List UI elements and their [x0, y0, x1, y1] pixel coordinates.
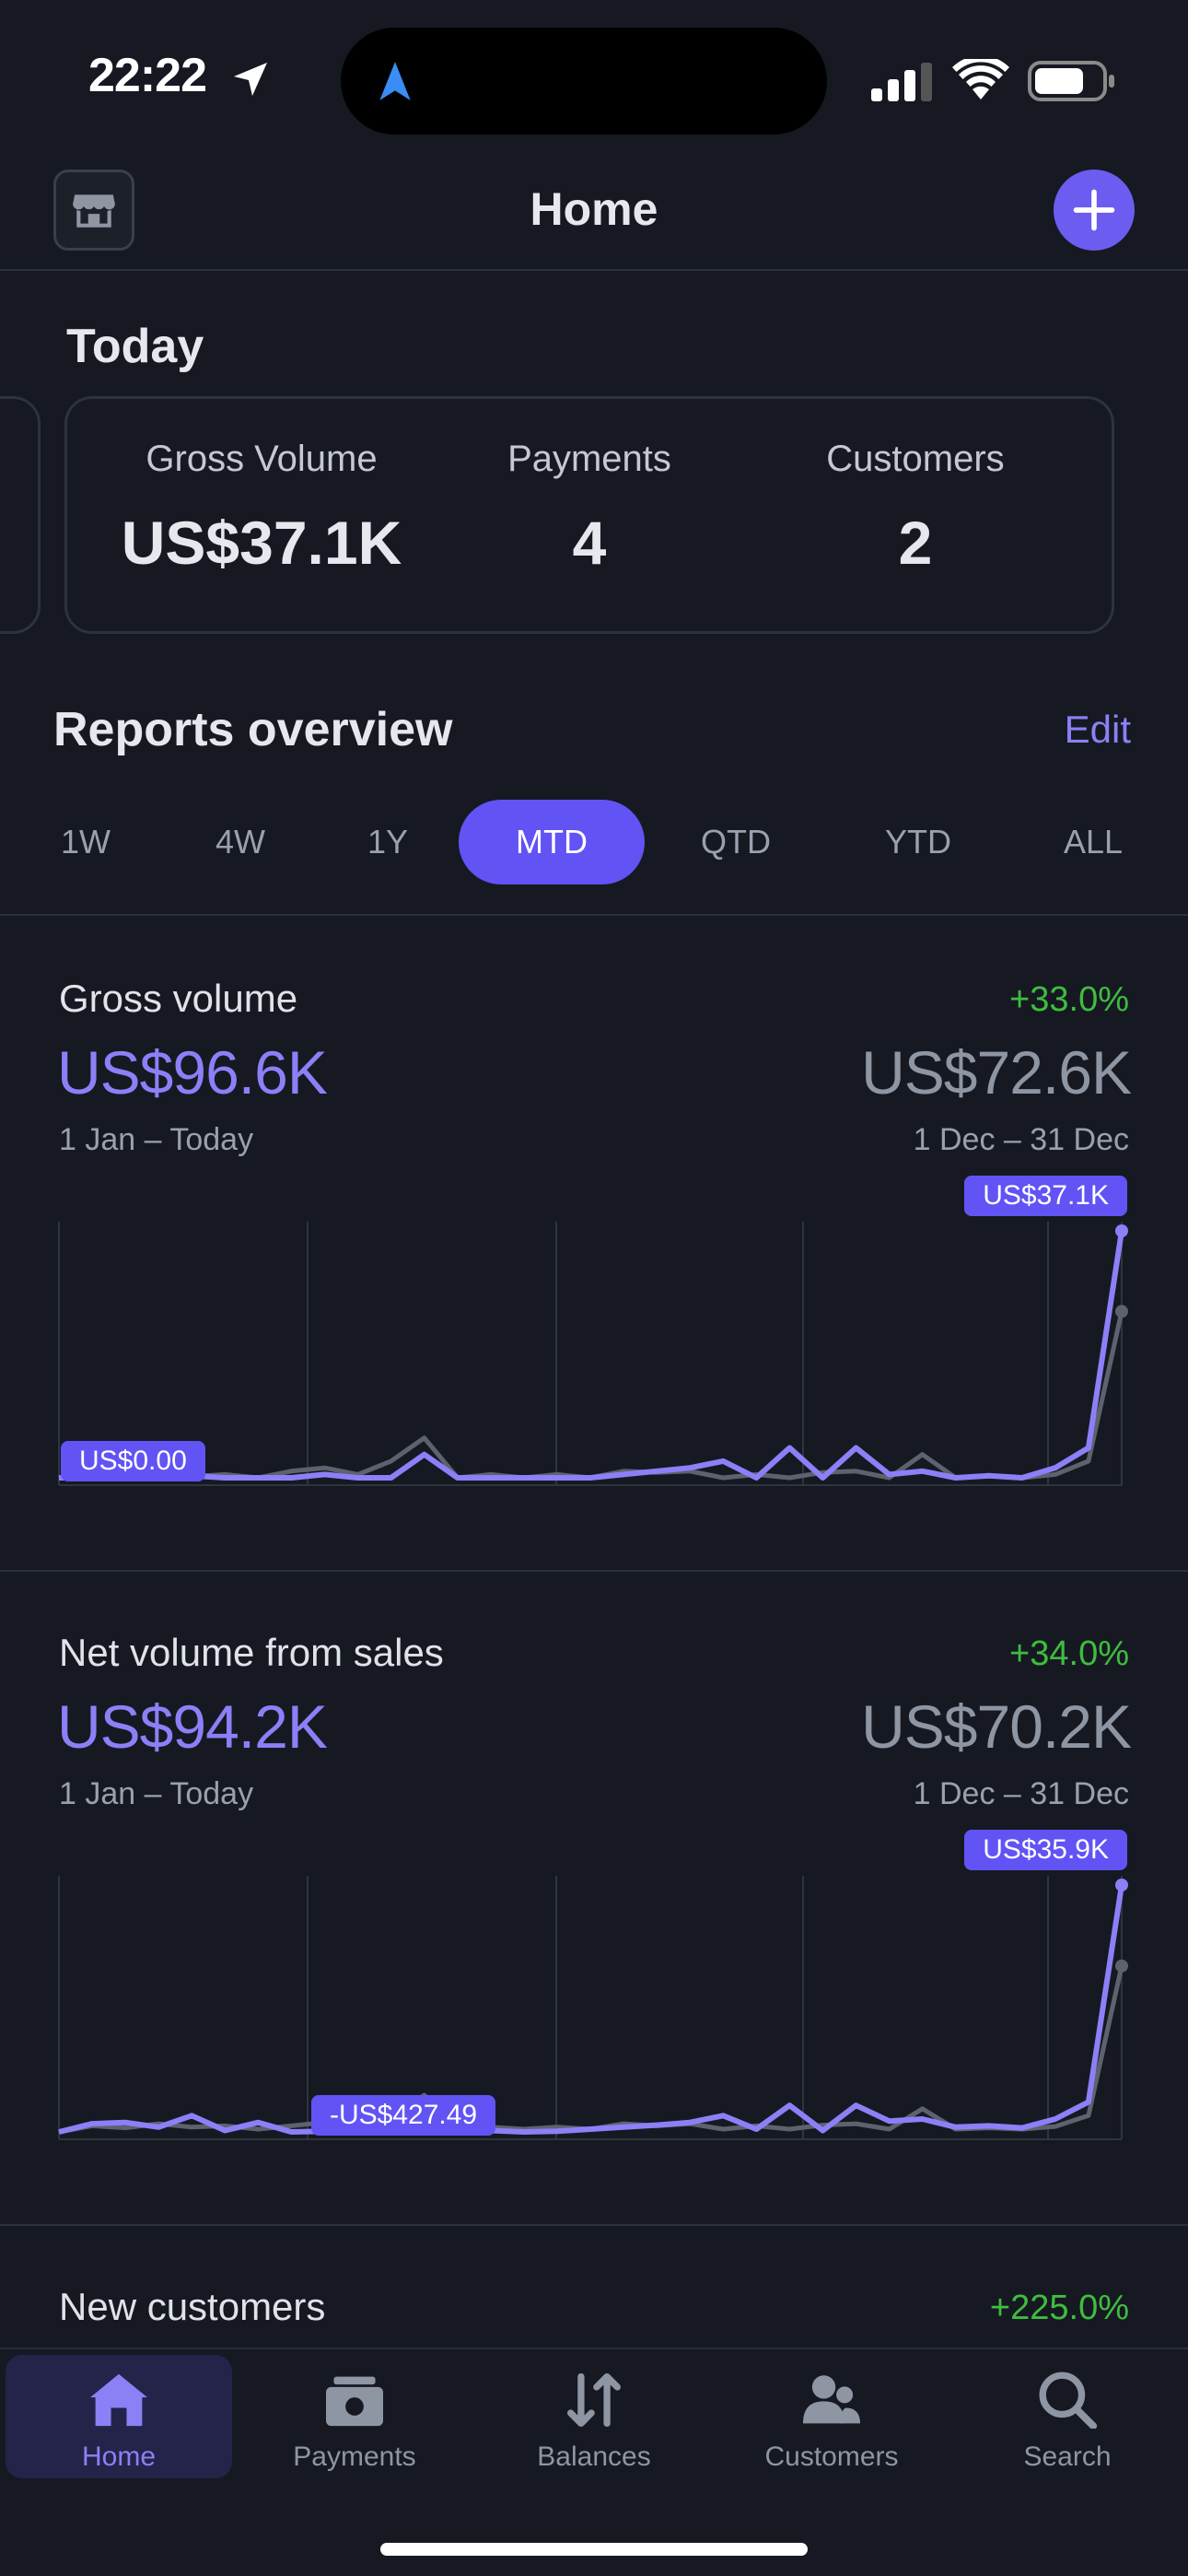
period-tab-qtd[interactable]: QTD — [701, 823, 771, 861]
new-customers-label: New customers — [59, 2285, 326, 2328]
period-tab-4w[interactable]: 4W — [215, 823, 265, 861]
tab-label: Payments — [293, 2441, 416, 2472]
current-period-end-point — [1115, 1879, 1128, 1891]
period-tab-ytd[interactable]: YTD — [885, 823, 951, 861]
balances-icon — [566, 2372, 622, 2428]
previous-period-end-point — [1115, 1959, 1128, 1973]
current-period-line — [58, 1884, 1124, 2135]
gross-volume-prev-value: US$72.6K — [861, 1038, 1132, 1107]
dynamic-island — [341, 28, 827, 135]
location-arrow-icon — [234, 63, 267, 96]
previous-period-line — [58, 1965, 1124, 2135]
gross-volume-label: Gross volume — [59, 977, 298, 1020]
home-indicator — [380, 2543, 808, 2556]
gross-volume-change: +33.0% — [1009, 980, 1129, 1019]
metric-value: US$37.1K — [121, 509, 402, 577]
net-volume-change: +34.0% — [1009, 1634, 1129, 1673]
metric-label: Customers — [826, 439, 1005, 479]
status-time: 22:22 — [88, 49, 207, 102]
metric-customers: Customers 2 — [740, 439, 1090, 578]
period-tab-1w[interactable]: 1W — [61, 823, 111, 861]
reports-title: Reports overview — [53, 703, 453, 756]
metric-label: Gross Volume — [146, 439, 378, 479]
metric-label: Payments — [507, 439, 671, 479]
today-title: Today — [66, 320, 204, 373]
tab-label: Search — [1023, 2441, 1112, 2472]
tab-customers[interactable]: Customers — [718, 2355, 945, 2478]
add-button[interactable] — [1054, 170, 1135, 251]
gross-volume-value: US$96.6K — [57, 1038, 328, 1107]
navigation-app-icon — [379, 62, 411, 100]
metric-gross-volume: Gross Volume US$37.1K — [87, 439, 437, 578]
metric-payments: Payments 4 — [414, 439, 764, 578]
payments-icon — [326, 2376, 383, 2427]
period-tab-mtd[interactable]: MTD — [459, 800, 645, 884]
net-volume-prev-range: 1 Dec – 31 Dec — [913, 1776, 1129, 1811]
battery-icon — [1028, 61, 1114, 101]
cellular-signal-icon — [871, 63, 932, 101]
gross-volume-range: 1 Jan – Today — [59, 1122, 254, 1157]
net-volume-label: Net volume from sales — [59, 1631, 444, 1674]
new-customers-change: +225.0% — [989, 2289, 1129, 2327]
tab-home[interactable]: Home — [6, 2355, 232, 2478]
header-divider — [0, 269, 1188, 271]
gross-volume-min-chip: US$0.00 — [61, 1441, 205, 1481]
account-switcher-button[interactable] — [53, 170, 134, 251]
plus-icon — [1073, 189, 1115, 231]
net-volume-value: US$94.2K — [57, 1692, 328, 1761]
current-period-end-point — [1115, 1224, 1128, 1237]
gross-volume-max-chip: US$37.1K — [964, 1176, 1127, 1216]
previous-summary-card[interactable] — [0, 396, 41, 634]
tab-label: Home — [81, 2441, 157, 2472]
net-volume-chart[interactable] — [0, 1867, 1188, 2152]
metric-value: 2 — [898, 509, 933, 577]
gross-volume-chart[interactable] — [0, 1212, 1188, 1498]
net-volume-range: 1 Jan – Today — [59, 1776, 254, 1811]
net-volume-prev-value: US$70.2K — [861, 1692, 1132, 1761]
net-volume-min-chip: -US$427.49 — [311, 2095, 496, 2136]
current-period-line — [59, 1230, 1124, 1481]
customers-icon — [803, 2375, 860, 2424]
edit-reports-link[interactable]: Edit — [1064, 708, 1131, 751]
previous-period-line — [58, 1310, 1124, 1481]
period-tab-all[interactable]: ALL — [1063, 823, 1124, 861]
net-volume-max-chip: US$35.9K — [964, 1830, 1127, 1870]
gross-volume-prev-range: 1 Dec – 31 Dec — [913, 1122, 1129, 1157]
reports-divider — [0, 914, 1188, 916]
previous-period-end-point — [1115, 1305, 1128, 1318]
page-title: Home — [530, 183, 658, 235]
tab-search[interactable]: Search — [954, 2355, 1181, 2478]
home-icon — [90, 2373, 147, 2427]
wifi-icon — [952, 59, 1009, 100]
tab-label: Customers — [764, 2441, 899, 2472]
search-icon — [1039, 2371, 1098, 2429]
store-icon — [73, 194, 115, 228]
tab-payments[interactable]: Payments — [241, 2355, 468, 2478]
today-summary-card[interactable] — [64, 396, 1114, 634]
period-tab-1y[interactable]: 1Y — [367, 823, 409, 861]
metric-value: 4 — [572, 509, 607, 577]
tab-label: Balances — [537, 2441, 651, 2472]
tab-balances[interactable]: Balances — [481, 2355, 707, 2478]
section-divider — [0, 1570, 1188, 1572]
section-divider — [0, 2224, 1188, 2226]
